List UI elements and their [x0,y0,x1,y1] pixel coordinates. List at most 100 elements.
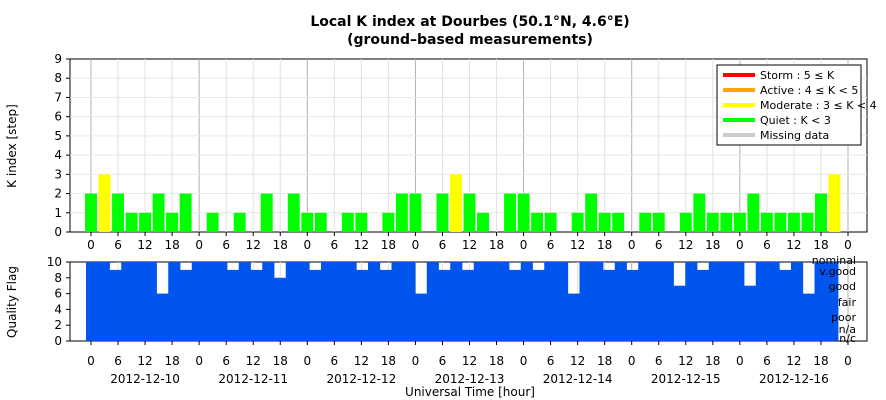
quality-flag-label: good [829,280,856,293]
quality-flag-label: fair [838,296,857,309]
k-index-bar [706,212,719,232]
k-index-bar [517,193,530,232]
quality-flag-bar [180,269,193,341]
quality-flag-bar [368,262,381,341]
legend-active-label: Active : 4 ≤ K < 5 [760,84,858,97]
chart-title: Local K index at Dourbes (50.1°N, 4.6°E) [310,14,629,30]
quality-flag-bar [356,269,369,341]
k-index-bar [301,212,314,232]
k-y-tick-label: 9 [54,52,62,66]
quality-flag-bar [344,262,357,341]
quality-flag-bar [603,269,616,341]
quality-flag-bar [332,262,345,341]
quality-flag-bar [473,262,486,341]
k-index-bar [112,193,124,232]
quality-x-tick-label: 18 [273,354,288,368]
quality-flag-bar [297,262,310,341]
k-x-tick-label: 18 [597,238,612,252]
date-label: 2012-12-10 [110,372,180,386]
k-x-tick-label: 0 [844,238,852,252]
k-index-bar [571,212,584,232]
quality-flag-bar [379,269,392,341]
k-index-bar [747,193,760,232]
quality-flag-bar [203,262,216,341]
k-index-bar [693,193,706,232]
legend-quiet-label: Quiet : K < 3 [760,114,831,127]
quality-x-tick-label: 0 [628,354,636,368]
quality-flag-label: nominal [812,254,856,267]
quality-x-tick-label: 18 [597,354,612,368]
k-index-bar [98,174,111,232]
k-index-bar [260,193,273,232]
date-label: 2012-12-14 [543,372,613,386]
quality-flag-bar [708,262,721,341]
date-label: 2012-12-12 [326,372,396,386]
quality-flag-bar [121,262,134,341]
k-index-bar [679,212,692,232]
quality-x-tick-label: 18 [489,354,504,368]
quality-y-axis-label: Quality Flag [5,266,19,338]
quality-flag-bar [509,269,522,341]
k-x-tick-label: 0 [412,238,420,252]
k-x-tick-label: 18 [705,238,720,252]
quality-flag-bar [767,262,780,341]
quality-flag-bar [532,269,545,341]
x-axis-label: Universal Time [hour] [405,385,535,399]
quality-y-tick-label: 6 [54,287,62,301]
legend-moderate-label: Moderate : 3 ≤ K < 4 [760,99,877,112]
k-x-tick-label: 6 [439,238,447,252]
k-y-tick-label: 6 [54,110,62,124]
quality-x-tick-label: 0 [520,354,528,368]
k-x-tick-label: 6 [547,238,555,252]
quality-flag-bar [86,262,99,341]
k-index-bar [787,212,800,232]
k-index-y-axis-label: K index [step] [5,104,19,188]
quality-flag-bar [426,262,439,341]
quality-flag-bar [626,269,639,341]
k-index-bar [463,193,476,232]
quality-flag-bars [86,262,839,341]
k-index-bar [612,212,625,232]
k-x-tick-label: 6 [655,238,663,252]
quality-x-tick-label: 12 [462,354,477,368]
k-index-bar [341,212,354,232]
k-x-tick-label: 12 [462,238,477,252]
k-x-tick-label: 0 [520,238,528,252]
quality-x-tick-label: 6 [763,354,771,368]
quality-flag-bar [403,262,416,341]
quality-flag-bar [168,262,181,341]
quality-x-tick-label: 0 [87,354,95,368]
k-y-tick-label: 5 [54,129,62,143]
k-index-bar [409,193,422,232]
quality-flag-bar [309,269,322,341]
quality-flag-bar [556,262,569,341]
chart-subtitle: (ground–based measurements) [347,32,593,48]
quality-flag-bar [462,269,475,341]
quality-flag-bar [274,277,287,341]
k-index-legend: Storm : 5 ≤ K Active : 4 ≤ K < 5 Moderat… [716,64,877,146]
legend-missing-label: Missing data [760,129,829,142]
quality-flag-bar [567,293,580,341]
quality-flag-bar [720,262,733,341]
k-y-tick-label: 8 [54,71,62,85]
quality-flag-bar [650,262,663,341]
quality-x-tick-label: 12 [246,354,261,368]
k-x-tick-label: 12 [246,238,261,252]
k-x-tick-label: 12 [786,238,801,252]
quality-flag-bar [814,262,827,341]
quality-x-tick-label: 12 [786,354,801,368]
k-index-bar [774,212,787,232]
quality-x-tick-label: 0 [736,354,744,368]
quality-x-tick-label: 0 [412,354,420,368]
k-x-tick-label: 18 [813,238,828,252]
quality-x-tick-label: 18 [164,354,179,368]
quality-flag-bar [744,285,757,341]
quality-flag-bar [321,262,334,341]
quality-flag-bar [661,262,674,341]
k-x-tick-label: 12 [678,238,693,252]
quality-flag-bar [614,262,627,341]
k-index-bar [544,212,557,232]
k-y-tick-label: 0 [54,225,62,239]
